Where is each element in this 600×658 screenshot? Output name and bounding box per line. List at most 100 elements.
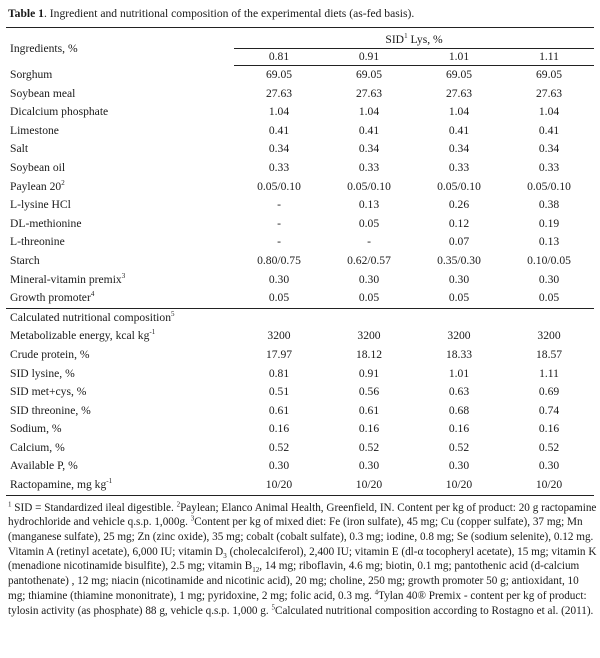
ingredient-row: Soybean meal 27.63 27.63 27.63 27.63	[6, 85, 594, 104]
table-cell: 0.30	[448, 272, 470, 286]
row-label: Available P, %	[6, 457, 234, 476]
table-cell: 0.34	[358, 142, 380, 156]
row-label: Crude protein, %	[6, 346, 234, 365]
row-label: Growth promoter4	[6, 289, 234, 308]
table-cell: 0.69	[538, 385, 560, 399]
row-label-text: Metabolizable energy, kcal kg	[10, 329, 150, 343]
table-cell: 27.63	[355, 86, 383, 100]
row-label: L-lysine HCl	[6, 196, 234, 215]
table-cell: 0.34	[538, 142, 560, 156]
row-label-text: L-threonine	[10, 235, 65, 249]
row-label: Limestone	[6, 122, 234, 141]
table-cell: 0.26	[448, 198, 470, 212]
ingredient-row: DL-methionine - 0.05 0.12 0.19	[6, 215, 594, 234]
table-cell: 0.05/0.10	[347, 179, 391, 193]
ingredient-row: Mineral-vitamin premix3 0.30 0.30 0.30 0.30	[6, 271, 594, 290]
footnote-3-part-a: Content per kg of mixed diet: Fe (iron s…	[8, 516, 594, 558]
sid-lys-header-sup: 1	[404, 32, 408, 41]
row-label: Paylean 202	[6, 178, 234, 197]
table-cell: 3200	[537, 329, 561, 343]
sid-lys-header: SID1 Lys, %	[234, 27, 595, 49]
column-header: 1.11	[504, 48, 595, 66]
footnote-2: Paylean; Elanco Animal Health, Greenfiel…	[8, 501, 597, 529]
nutrient-row: Ractopamine, mg kg-1 10/20 10/20 10/20 10/20	[6, 476, 595, 496]
table-cell: 0.41	[358, 123, 380, 137]
table-cell: 69.05	[355, 68, 383, 81]
nutrient-row: Calcium, % 0.52 0.52 0.52 0.52	[6, 439, 594, 458]
table-cell: -	[367, 235, 371, 249]
table-cell: 0.16	[538, 422, 560, 436]
footnote-3-part-b: (cholecalciferol), 2,400 IU; vitamin E (…	[8, 545, 597, 573]
table-cell: 0.30	[538, 272, 560, 286]
row-label-text: Starch	[10, 253, 40, 267]
header-row-levels: 0.81 0.91 1.01 1.11	[6, 48, 595, 66]
ingredient-row: Dicalcium phosphate 1.04 1.04 1.04 1.04	[6, 103, 594, 122]
table-cell: 69.05	[265, 68, 293, 81]
table-cell: 0.34	[268, 142, 290, 156]
table-cell: 0.52	[268, 440, 290, 454]
nutrient-row: SID met+cys, % 0.51 0.56 0.63 0.69	[6, 383, 594, 402]
footnote-3-part-c: , 14 mg; riboflavin, 4.6 mg; biotin, 0.1…	[8, 560, 580, 602]
column-header: 0.81	[234, 48, 324, 66]
table-cell: 0.33	[268, 160, 290, 174]
row-label-text: Dicalcium phosphate	[10, 105, 109, 119]
row-label-text: L-lysine HCl	[10, 198, 71, 212]
table-cell: 0.19	[538, 216, 560, 230]
table-cell: 3200	[267, 329, 291, 343]
nutrient-row: SID threonine, % 0.61 0.61 0.68 0.74	[6, 402, 594, 421]
table-cell: 0.62/0.57	[347, 253, 391, 267]
row-label-text: DL-methionine	[10, 216, 82, 230]
table-cell: 0.13	[358, 198, 380, 212]
table-cell: 1.04	[268, 105, 290, 119]
sid-lys-header-label: SID	[385, 33, 405, 46]
nutrient-row: Available P, % 0.30 0.30 0.30 0.30	[6, 457, 594, 476]
table-cell: 0.41	[538, 123, 560, 137]
row-label: DL-methionine	[6, 215, 234, 234]
table-cell: 1.04	[358, 105, 380, 119]
table-caption: Table 1. Ingredient and nutritional comp…	[8, 6, 594, 22]
table-cell: 0.05	[268, 291, 290, 305]
footnote-3-mark: 3	[190, 514, 195, 523]
footnote-3-sub-d3: 3	[223, 552, 227, 560]
table-cell: 0.33	[448, 160, 470, 174]
calculated-heading-row: Calculated nutritional composition5	[6, 307, 595, 328]
table-cell: 0.30	[268, 272, 290, 286]
row-label-sup: 3	[121, 271, 126, 280]
calculated-heading-sup: 5	[171, 309, 175, 318]
table-cell: 0.52	[358, 440, 380, 454]
table-cell: 0.61	[358, 403, 380, 417]
table-cell: 0.05/0.10	[257, 179, 301, 193]
table-cell: 0.30	[358, 272, 380, 286]
table-cell: 1.11	[539, 366, 559, 380]
table-cell: 0.52	[448, 440, 470, 454]
sid-lys-header-suffix: Lys, %	[407, 33, 443, 46]
table-cell: 0.74	[538, 403, 560, 417]
table-cell: 0.05	[358, 216, 380, 230]
table-cell: 0.35/0.30	[437, 253, 481, 267]
row-label-sup: 2	[61, 178, 65, 187]
table-cell: 0.81	[268, 366, 290, 380]
row-label: Starch	[6, 252, 234, 271]
table-cell: 0.30	[268, 459, 290, 473]
row-label-text: Soybean meal	[10, 86, 76, 100]
row-label-sup: -1	[106, 477, 113, 486]
table-cell: 0.68	[448, 403, 470, 417]
table-cell: 0.56	[358, 385, 380, 399]
footnote-4: Tylan 40® Premix - content per kg of pro…	[8, 589, 587, 617]
table-cell: 0.33	[358, 160, 380, 174]
table-caption-label: Table 1	[8, 7, 44, 20]
row-label-text: Sodium, %	[10, 422, 62, 436]
table-cell: 69.05	[535, 68, 563, 81]
footnote-1-mark: 1	[8, 499, 12, 508]
column-header: 0.91	[324, 48, 414, 66]
table-cell: 0.07	[448, 235, 470, 249]
row-label: Salt	[6, 140, 234, 159]
table-cell: 0.52	[538, 440, 560, 454]
table-cell: 0.16	[448, 422, 470, 436]
row-label-text: Salt	[10, 142, 29, 156]
table-cell: 0.30	[448, 459, 470, 473]
table-cell: 0.10/0.05	[527, 253, 571, 267]
ingredient-row: L-threonine - - 0.07 0.13	[6, 233, 594, 252]
diet-composition-table: Ingredients, % SID1 Lys, % 0.81 0.91 1.0…	[6, 27, 595, 496]
